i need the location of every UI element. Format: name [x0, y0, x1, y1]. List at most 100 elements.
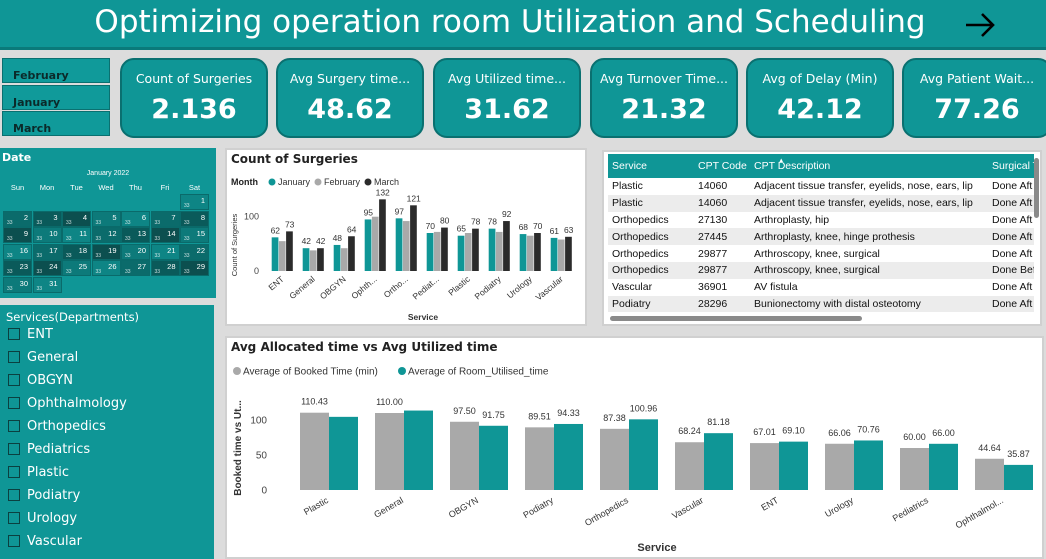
calendar-day[interactable]: 33 22	[180, 243, 209, 260]
calendar-day[interactable]: 33 19	[91, 243, 121, 260]
table-row[interactable]: Orthopedics 29877 Arthroscopy, knee, surgi…	[608, 261, 1034, 279]
table-cell: 36901	[698, 281, 728, 294]
month-option-march[interactable]: March	[2, 111, 110, 136]
table-row[interactable]: Plastic 14060 Adjacent tissue transfer, ey…	[608, 178, 1034, 195]
calendar-day[interactable]: 33 8	[180, 210, 209, 227]
table-row[interactable]: Orthopedics 29877 Arthroscopy, knee, surgi…	[608, 245, 1034, 262]
calendar-day-count: 33	[125, 252, 131, 259]
table-column-header[interactable]: Surgical T	[988, 154, 1034, 178]
calendar-day[interactable]: 33 26	[91, 260, 121, 276]
calendar-day[interactable]: 33 10	[32, 227, 62, 243]
service-label: Podiatry	[27, 488, 81, 503]
service-checkbox-item[interactable]: Vascular	[8, 534, 82, 552]
table-vertical-scrollbar[interactable]	[1034, 158, 1039, 218]
checkbox-icon[interactable]	[8, 489, 20, 501]
calendar-day[interactable]: 33 2	[3, 210, 32, 227]
calendar-day[interactable]: 33 5	[91, 210, 121, 227]
calendar-day[interactable]: 33 7	[150, 210, 180, 227]
calendar-day[interactable]: 33 11	[62, 227, 91, 243]
service-checkbox-item[interactable]: Plastic	[8, 465, 69, 483]
service-checkbox-item[interactable]: Pediatrics	[8, 442, 90, 460]
month-option-january[interactable]: January	[2, 85, 110, 110]
calendar-day[interactable]: 33 23	[3, 260, 32, 276]
calendar-day-count: 33	[66, 236, 72, 242]
chart-title: Avg Allocated time vs Avg Utilized time	[231, 340, 498, 354]
service-checkbox-item[interactable]: General	[8, 350, 78, 368]
calendar-day[interactable]: 33 9	[3, 227, 32, 243]
date-slicer: Date January 2022 Sun Mon Tue Wed Thu Fri Sat 3…	[0, 148, 216, 298]
calendar-day[interactable]: 33 20	[121, 243, 150, 260]
calendar-day-count: 33	[7, 219, 13, 226]
calendar-day[interactable]: 33 16	[3, 243, 32, 260]
calendar-day[interactable]: 33 21	[150, 243, 180, 260]
bar	[472, 228, 479, 271]
calendar-day[interactable]: 33 6	[121, 210, 150, 227]
table-row[interactable]: Orthopedics 27130 Arthroplasty, hip Done Af…	[608, 212, 1034, 229]
checkbox-icon[interactable]	[8, 374, 20, 386]
calendar-day[interactable]: 33 12	[91, 227, 121, 243]
bar	[479, 425, 508, 490]
calendar-day[interactable]: 33 24	[32, 260, 62, 276]
calendar-day[interactable]: 33 18	[62, 243, 91, 260]
service-checkbox-item[interactable]: OBGYN	[8, 373, 73, 391]
bar	[375, 413, 404, 490]
data-label: 81.18	[707, 417, 730, 427]
calendar-day[interactable]: 33 31	[32, 276, 62, 293]
table-row[interactable]: Vascular 36901 AV fistula Done Aft	[608, 279, 1034, 296]
checkbox-icon[interactable]	[8, 328, 20, 340]
bar	[779, 441, 808, 490]
calendar-day[interactable]: 33 17	[32, 243, 62, 260]
services-slicer-title: Services(Departments)	[6, 310, 140, 324]
checkbox-icon[interactable]	[8, 535, 20, 547]
table-column-header[interactable]: Service	[608, 154, 694, 178]
service-checkbox-item[interactable]: Podiatry	[8, 488, 80, 506]
kpi-label: Avg Patient Wait...	[919, 71, 1035, 86]
checkbox-icon[interactable]	[8, 420, 20, 432]
table-horizontal-scrollbar[interactable]	[610, 316, 862, 321]
calendar-day[interactable]: 33 15	[180, 227, 209, 243]
table-column-header[interactable]: CPT Code	[694, 154, 750, 178]
calendar-day[interactable]: 33 25	[62, 260, 91, 276]
calendar-day[interactable]: 33 30	[3, 276, 32, 293]
kpi-value: 2.136	[151, 94, 237, 125]
checkbox-icon[interactable]	[8, 512, 20, 524]
calendar-day[interactable]: 33 29	[180, 260, 209, 276]
service-checkbox-item[interactable]: Orthopedics	[8, 419, 106, 437]
calendar-day[interactable]: 33 28	[150, 260, 180, 276]
checkbox-icon[interactable]	[8, 466, 20, 478]
checkbox-icon[interactable]	[8, 443, 20, 455]
calendar-day[interactable]: 33 14	[150, 227, 180, 243]
calendar-day[interactable]: 33 4	[62, 210, 91, 227]
checkbox-icon[interactable]	[8, 397, 20, 409]
bar	[309, 250, 317, 271]
service-checkbox-item[interactable]: ENT	[8, 327, 53, 345]
service-checkbox-item[interactable]: Ophthalmology	[8, 396, 127, 414]
kpi-card-avg-utilized-time: Avg Utilized time... 31.62	[433, 58, 581, 138]
kpi-label: Count of Surgeries	[135, 71, 253, 86]
calendar-day[interactable]: 33 27	[121, 260, 150, 276]
checkbox-icon[interactable]	[8, 351, 20, 363]
calendar-day[interactable]: 33 1	[180, 194, 209, 210]
legend-marker	[398, 367, 406, 375]
table-row[interactable]: Orthopedics 27445 Arthroplasty, knee, hing…	[608, 228, 1034, 246]
calendar-day-count: 33	[7, 252, 13, 259]
bar	[333, 244, 341, 271]
calendar-day[interactable]: 33 3	[32, 210, 62, 227]
month-option-february[interactable]: February	[2, 58, 110, 83]
table-cell: 28296	[694, 295, 750, 313]
table-cell: Done Aft	[988, 295, 1034, 313]
arrow-right-icon[interactable]	[962, 8, 998, 42]
kpi-card-avg-turnover-time: Avg Turnover Time... 21.32	[590, 58, 738, 138]
table-row[interactable]: Plastic 14060 Adjacent tissue transfer, ey…	[608, 194, 1034, 212]
bar	[704, 433, 733, 490]
x-tick-label: ENT	[759, 495, 780, 513]
table-row[interactable]: Podiatry 28296 Bunionectomy with distal os…	[608, 295, 1034, 313]
service-checkbox-item[interactable]: Urology	[8, 511, 77, 529]
bar	[750, 443, 779, 490]
calendar-day-number: 7	[171, 212, 176, 222]
calendar-day-number: 25	[78, 262, 87, 271]
table-column-header[interactable]: CPT Description▲	[750, 154, 988, 178]
data-label: 91.75	[482, 410, 505, 420]
bar	[557, 239, 565, 271]
calendar-day[interactable]: 33 13	[121, 227, 150, 243]
